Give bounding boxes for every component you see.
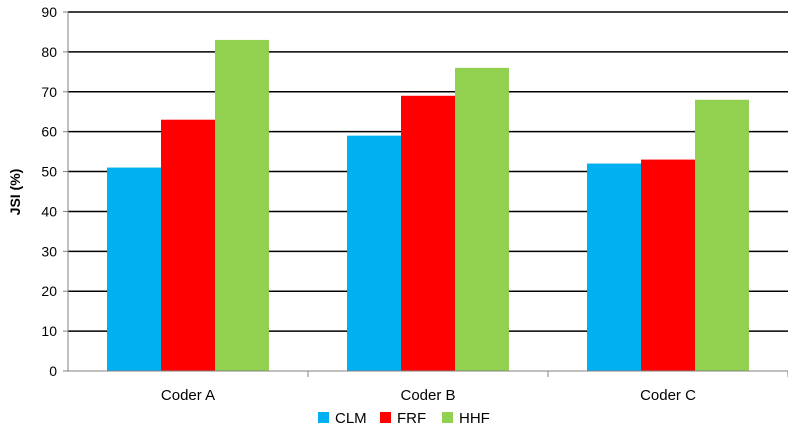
x-tick-label: Coder C	[640, 387, 696, 404]
bar-frf-coder-a	[161, 119, 215, 371]
legend-swatch-frf	[380, 412, 391, 423]
y-tick-label: 80	[41, 44, 57, 60]
y-tick-label: 20	[41, 283, 57, 299]
x-tick-label: Coder A	[161, 387, 215, 404]
y-axis-title: JSI (%)	[7, 169, 23, 216]
bar-hhf-coder-a	[215, 39, 269, 372]
legend: CLM FRF HHF	[318, 410, 490, 427]
x-tick-labels: Coder A Coder B Coder C	[161, 387, 696, 404]
x-tick-label: Coder B	[400, 387, 455, 404]
bar-clm-coder-b	[347, 135, 401, 371]
axes	[63, 11, 788, 377]
y-tick-label: 70	[41, 84, 57, 100]
bar-hhf-coder-c	[695, 99, 749, 371]
bar-hhf-coder-b	[455, 67, 509, 371]
y-tick-label: 30	[41, 243, 57, 259]
y-tick-label: 50	[41, 164, 57, 180]
bar-clm-coder-c	[587, 163, 641, 371]
legend-swatch-clm	[318, 412, 329, 423]
y-tick-label: 60	[41, 124, 57, 140]
y-tick-label: 10	[41, 323, 57, 339]
legend-swatch-hhf	[442, 412, 453, 423]
bar-frf-coder-b	[401, 95, 455, 372]
legend-label-frf: FRF	[397, 410, 426, 427]
legend-label-hhf: HHF	[459, 410, 490, 427]
y-tick-label: 0	[49, 363, 57, 379]
bar-clm-coder-a	[107, 167, 161, 371]
y-tick-labels: 0 10 20 30 40 50 60 70 80 90	[41, 4, 57, 379]
legend-label-clm: CLM	[335, 410, 367, 427]
y-tick-label: 40	[41, 203, 57, 219]
y-tick-label: 90	[41, 4, 57, 20]
bars	[107, 39, 749, 372]
bar-frf-coder-c	[641, 159, 695, 371]
